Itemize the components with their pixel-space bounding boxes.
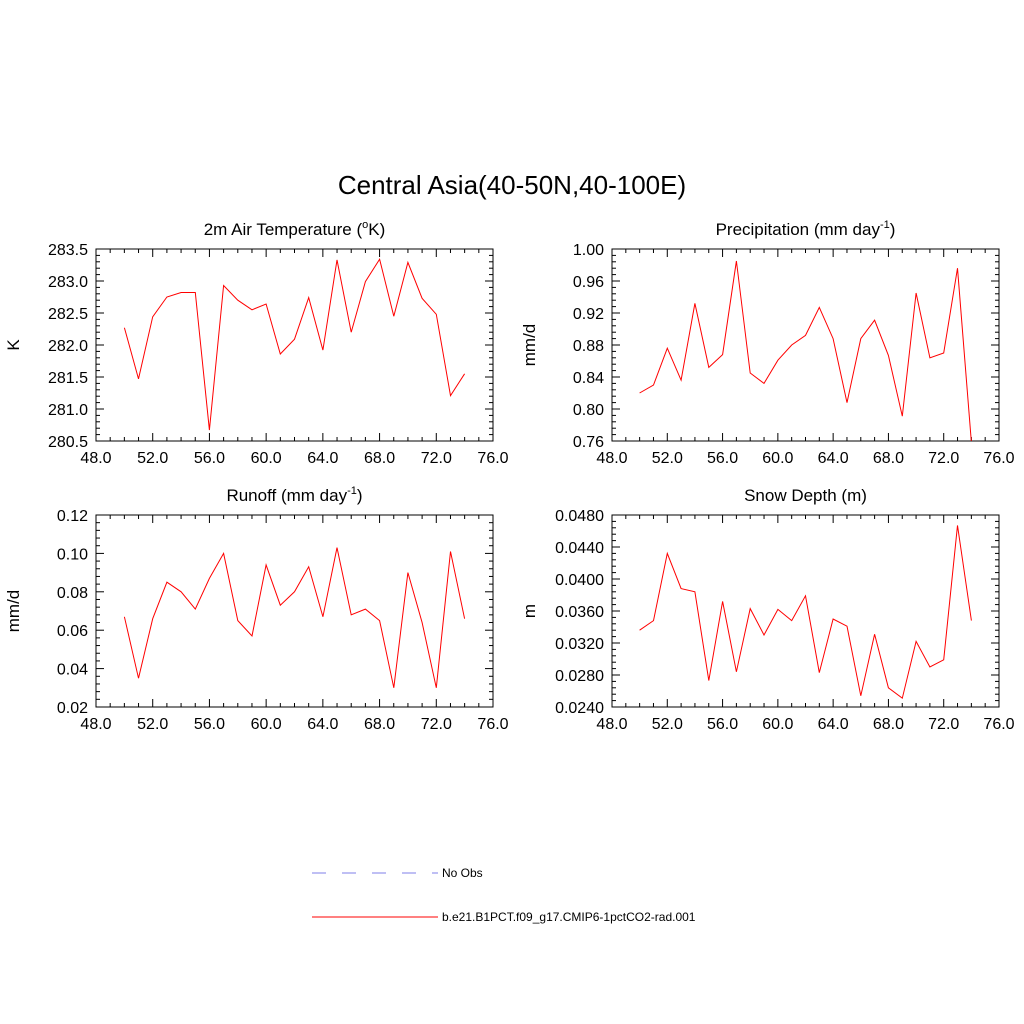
y-tick-label: 0.84: [573, 370, 604, 387]
chart-panel-3: 48.0 52.0 56.0 60.0 64.0 68.0 72.0 76.0 0.12 0.10…: [4, 485, 509, 733]
y-axis-label: mm/d: [520, 324, 539, 367]
y-tick-label: 0.04: [57, 662, 88, 679]
y-tick-label: 281.0: [48, 402, 88, 419]
legend: No Obs b.e21.B1PCT.f09_g17.CMIP6-1pctCO2…: [312, 866, 696, 924]
x-tick-label: 48.0: [80, 450, 111, 467]
panel-title: 2m Air Temperature (oK): [204, 219, 386, 239]
panel-title: Precipitation (mm day-1): [716, 219, 896, 239]
series-line-1: [123, 257, 466, 431]
y-tick-label: 0.06: [57, 623, 88, 640]
chart-panels: 48.0 52.0 56.0 60.0 64.0 68.0 72.0 76.0 283.5 283…: [4, 219, 1015, 733]
y-tick-label: 282.0: [48, 338, 88, 355]
y-tick-label: 0.10: [57, 546, 88, 563]
x-tick-label: 68.0: [873, 450, 904, 467]
x-tick-label: 72.0: [928, 716, 959, 733]
figure-title: Central Asia(40-50N,40-100E): [338, 170, 686, 200]
y-tick-label: 0.0440: [555, 540, 604, 557]
y-tick-label: 283.5: [48, 242, 88, 259]
x-tick-label: 52.0: [137, 450, 168, 467]
panel-title-sup: -1: [347, 485, 357, 497]
panel-title-tail: K): [368, 220, 385, 239]
plot-frame: [611, 514, 1000, 708]
y-tick-label: 283.0: [48, 274, 88, 291]
x-tick-label: 76.0: [983, 716, 1014, 733]
y-tick-label: 0.0360: [555, 604, 604, 621]
panel-title-tail: ): [890, 220, 896, 239]
panel-title-sup: -1: [880, 219, 890, 231]
panel-title-main: 2m Air Temperature (: [204, 220, 363, 239]
x-tick-label: 60.0: [251, 716, 282, 733]
panel-title: Snow Depth (m): [744, 486, 867, 505]
x-tick-label: 64.0: [818, 716, 849, 733]
series-line-1: [123, 547, 466, 688]
chart-panel-2: 48.0 52.0 56.0 60.0 64.0 68.0 72.0 76.0 1.00 0.96…: [520, 219, 1015, 467]
x-tick-label: 52.0: [137, 716, 168, 733]
plot-frame: [95, 248, 494, 442]
y-tick-label: 0.92: [573, 306, 604, 323]
y-tick-label: 281.5: [48, 370, 88, 387]
series-line-1: [639, 260, 972, 441]
panel-title-sup: o: [362, 219, 368, 231]
x-tick-label: 48.0: [80, 716, 111, 733]
plot-frame: [611, 248, 1000, 442]
y-tick-label: 0.80: [573, 402, 604, 419]
legend-obs-label: No Obs: [442, 866, 483, 880]
x-tick-label: 64.0: [307, 450, 338, 467]
y-tick-label: 0.96: [573, 274, 604, 291]
x-tick-label: 68.0: [364, 716, 395, 733]
x-tick-label: 56.0: [194, 450, 225, 467]
panel-title: Runoff (mm day-1): [226, 485, 362, 505]
chart-panel-1: 48.0 52.0 56.0 60.0 64.0 68.0 72.0 76.0 283.5 283…: [4, 219, 509, 467]
panel-title-main: Runoff (mm day: [226, 486, 347, 505]
x-tick-label: 60.0: [251, 450, 282, 467]
x-tick-label: 68.0: [873, 716, 904, 733]
x-tick-label: 60.0: [762, 450, 793, 467]
y-tick-label: 0.0400: [555, 572, 604, 589]
x-tick-label: 76.0: [477, 450, 508, 467]
x-tick-label: 48.0: [596, 716, 627, 733]
y-tick-label: 1.00: [573, 242, 604, 259]
y-tick-label: 0.88: [573, 338, 604, 355]
y-axis-label: K: [4, 339, 23, 351]
y-tick-label: 0.0480: [555, 508, 604, 525]
x-tick-label: 56.0: [707, 450, 738, 467]
y-axis-label: m: [520, 604, 539, 618]
y-tick-label: 0.0280: [555, 668, 604, 685]
y-axis-label: mm/d: [4, 590, 23, 633]
series-line-1: [639, 525, 972, 700]
panel-title-main: Snow Depth (m): [744, 486, 867, 505]
x-tick-label: 56.0: [194, 716, 225, 733]
x-tick-label: 64.0: [818, 450, 849, 467]
x-tick-label: 64.0: [307, 716, 338, 733]
x-tick-label: 72.0: [928, 450, 959, 467]
chart-panel-4: 48.0 52.0 56.0 60.0 64.0 68.0 72.0 76.0 0.0480 0.…: [520, 486, 1015, 733]
x-tick-label: 72.0: [421, 716, 452, 733]
x-tick-label: 52.0: [652, 450, 683, 467]
x-tick-label: 56.0: [707, 716, 738, 733]
x-tick-label: 76.0: [983, 450, 1014, 467]
panel-title-main: Precipitation (mm day: [716, 220, 881, 239]
x-tick-label: 52.0: [652, 716, 683, 733]
panel-title-tail: ): [357, 486, 363, 505]
y-tick-label: 0.02: [57, 700, 88, 717]
x-tick-label: 48.0: [596, 450, 627, 467]
x-tick-label: 72.0: [421, 450, 452, 467]
y-tick-label: 280.5: [48, 434, 88, 451]
legend-model-label: b.e21.B1PCT.f09_g17.CMIP6-1pctCO2-rad.00…: [442, 910, 696, 924]
y-tick-label: 0.76: [573, 434, 604, 451]
x-tick-label: 68.0: [364, 450, 395, 467]
x-tick-label: 60.0: [762, 716, 793, 733]
y-tick-label: 0.08: [57, 585, 88, 602]
y-tick-label: 0.0240: [555, 700, 604, 717]
y-tick-label: 282.5: [48, 306, 88, 323]
x-tick-label: 76.0: [477, 716, 508, 733]
y-tick-label: 0.0320: [555, 636, 604, 653]
y-tick-label: 0.12: [57, 508, 88, 525]
